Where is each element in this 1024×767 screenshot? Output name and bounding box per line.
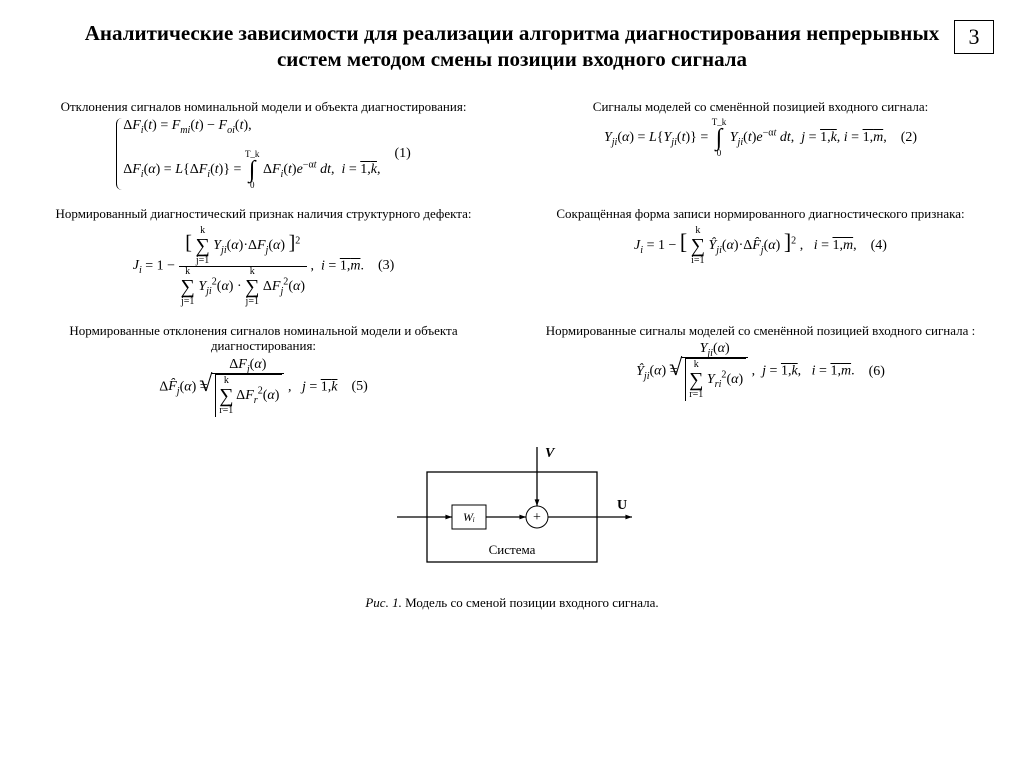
page-title: Аналитические зависимости для реализации…	[80, 20, 944, 73]
col-right-1: Сигналы моделей со сменённой позицией вх…	[527, 93, 994, 201]
svg-text:+: +	[533, 510, 541, 525]
eq-tag-4: (4)	[871, 238, 887, 254]
eq-tag-5: (5)	[351, 379, 367, 395]
col-right-3: Нормированные сигналы моделей со сменённ…	[527, 317, 994, 427]
equation-6: Ŷji(α) = Yji(α) k∑r=1 Yri2(α) , j = 1,k,…	[527, 342, 994, 401]
figure-caption-text: Модель со сменой позиции входного сигнал…	[402, 595, 659, 610]
row-3: Нормированные отклонения сигналов номина…	[30, 317, 994, 427]
eq5-body: ΔF̂j(α) = ΔFj(α) k∑r=1 ΔFr2(α) , j = 1,k	[159, 358, 337, 417]
row-1: Отклонения сигналов номинальной модели и…	[30, 93, 994, 201]
page-number-box: 3	[954, 20, 994, 54]
svg-text:V: V	[545, 446, 556, 461]
svg-text:Wᵢ: Wᵢ	[463, 510, 475, 524]
eq-tag-1: (1)	[394, 146, 410, 162]
equation-5: ΔF̂j(α) = ΔFj(α) k∑r=1 ΔFr2(α) , j = 1,k…	[30, 358, 497, 417]
figure-1: Wᵢ + V U Система	[30, 437, 994, 587]
eq6-body: Ŷji(α) = Yji(α) k∑r=1 Yri2(α) , j = 1,k,…	[636, 342, 854, 401]
equation-1: ΔFi(t) = Fmi(t) − Foi(t), ΔFi(α) = L{ΔFi…	[30, 118, 497, 190]
eq-tag-2: (2)	[901, 130, 917, 146]
caption-2: Сигналы моделей со сменённой позицией вх…	[527, 99, 994, 115]
eq2-body: Yji(α) = L{Yji(t)} = T_k∫0 Yji(t)e−αt dt…	[604, 118, 887, 158]
equation-3: Ji = 1 − [ k∑j=1 Yji(α)·ΔFj(α) ]2 k∑j=1 …	[30, 226, 497, 307]
figure-caption-em: Рис. 1.	[365, 595, 401, 610]
caption-5: Нормированные отклонения сигналов номина…	[30, 323, 497, 354]
header-row: 3 Аналитические зависимости для реализац…	[30, 20, 994, 73]
diagram-svg: Wᵢ + V U Система	[382, 437, 642, 587]
eq-tag-3: (3)	[378, 258, 394, 274]
col-left-1: Отклонения сигналов номинальной модели и…	[30, 93, 497, 201]
col-left-2: Нормированный диагностический признак на…	[30, 200, 497, 317]
equation-4: Ji = 1 − [ k∑i=1 Ŷji(α)·ΔF̂j(α) ]2 , i =…	[527, 226, 994, 266]
eq4-body: Ji = 1 − [ k∑i=1 Ŷji(α)·ΔF̂j(α) ]2 , i =…	[634, 226, 857, 266]
eq3-body: Ji = 1 − [ k∑j=1 Yji(α)·ΔFj(α) ]2 k∑j=1 …	[133, 226, 364, 307]
col-right-2: Сокращённая форма записи нормированного …	[527, 200, 994, 317]
equation-2: Yji(α) = L{Yji(t)} = T_k∫0 Yji(t)e−αt dt…	[527, 118, 994, 158]
caption-6: Нормированные сигналы моделей со сменённ…	[527, 323, 994, 339]
caption-4: Сокращённая форма записи нормированного …	[527, 206, 994, 222]
figure-caption: Рис. 1. Модель со сменой позиции входног…	[30, 595, 994, 611]
page-number: 3	[969, 24, 980, 50]
svg-text:U: U	[617, 498, 627, 513]
col-left-3: Нормированные отклонения сигналов номина…	[30, 317, 497, 427]
row-2: Нормированный диагностический признак на…	[30, 200, 994, 317]
eq-tag-6: (6)	[869, 364, 885, 380]
svg-text:Система: Система	[489, 542, 536, 557]
caption-3: Нормированный диагностический признак на…	[30, 206, 497, 222]
caption-1: Отклонения сигналов номинальной модели и…	[30, 99, 497, 115]
eq1-body: ΔFi(t) = Fmi(t) − Foi(t), ΔFi(α) = L{ΔFi…	[116, 118, 380, 190]
